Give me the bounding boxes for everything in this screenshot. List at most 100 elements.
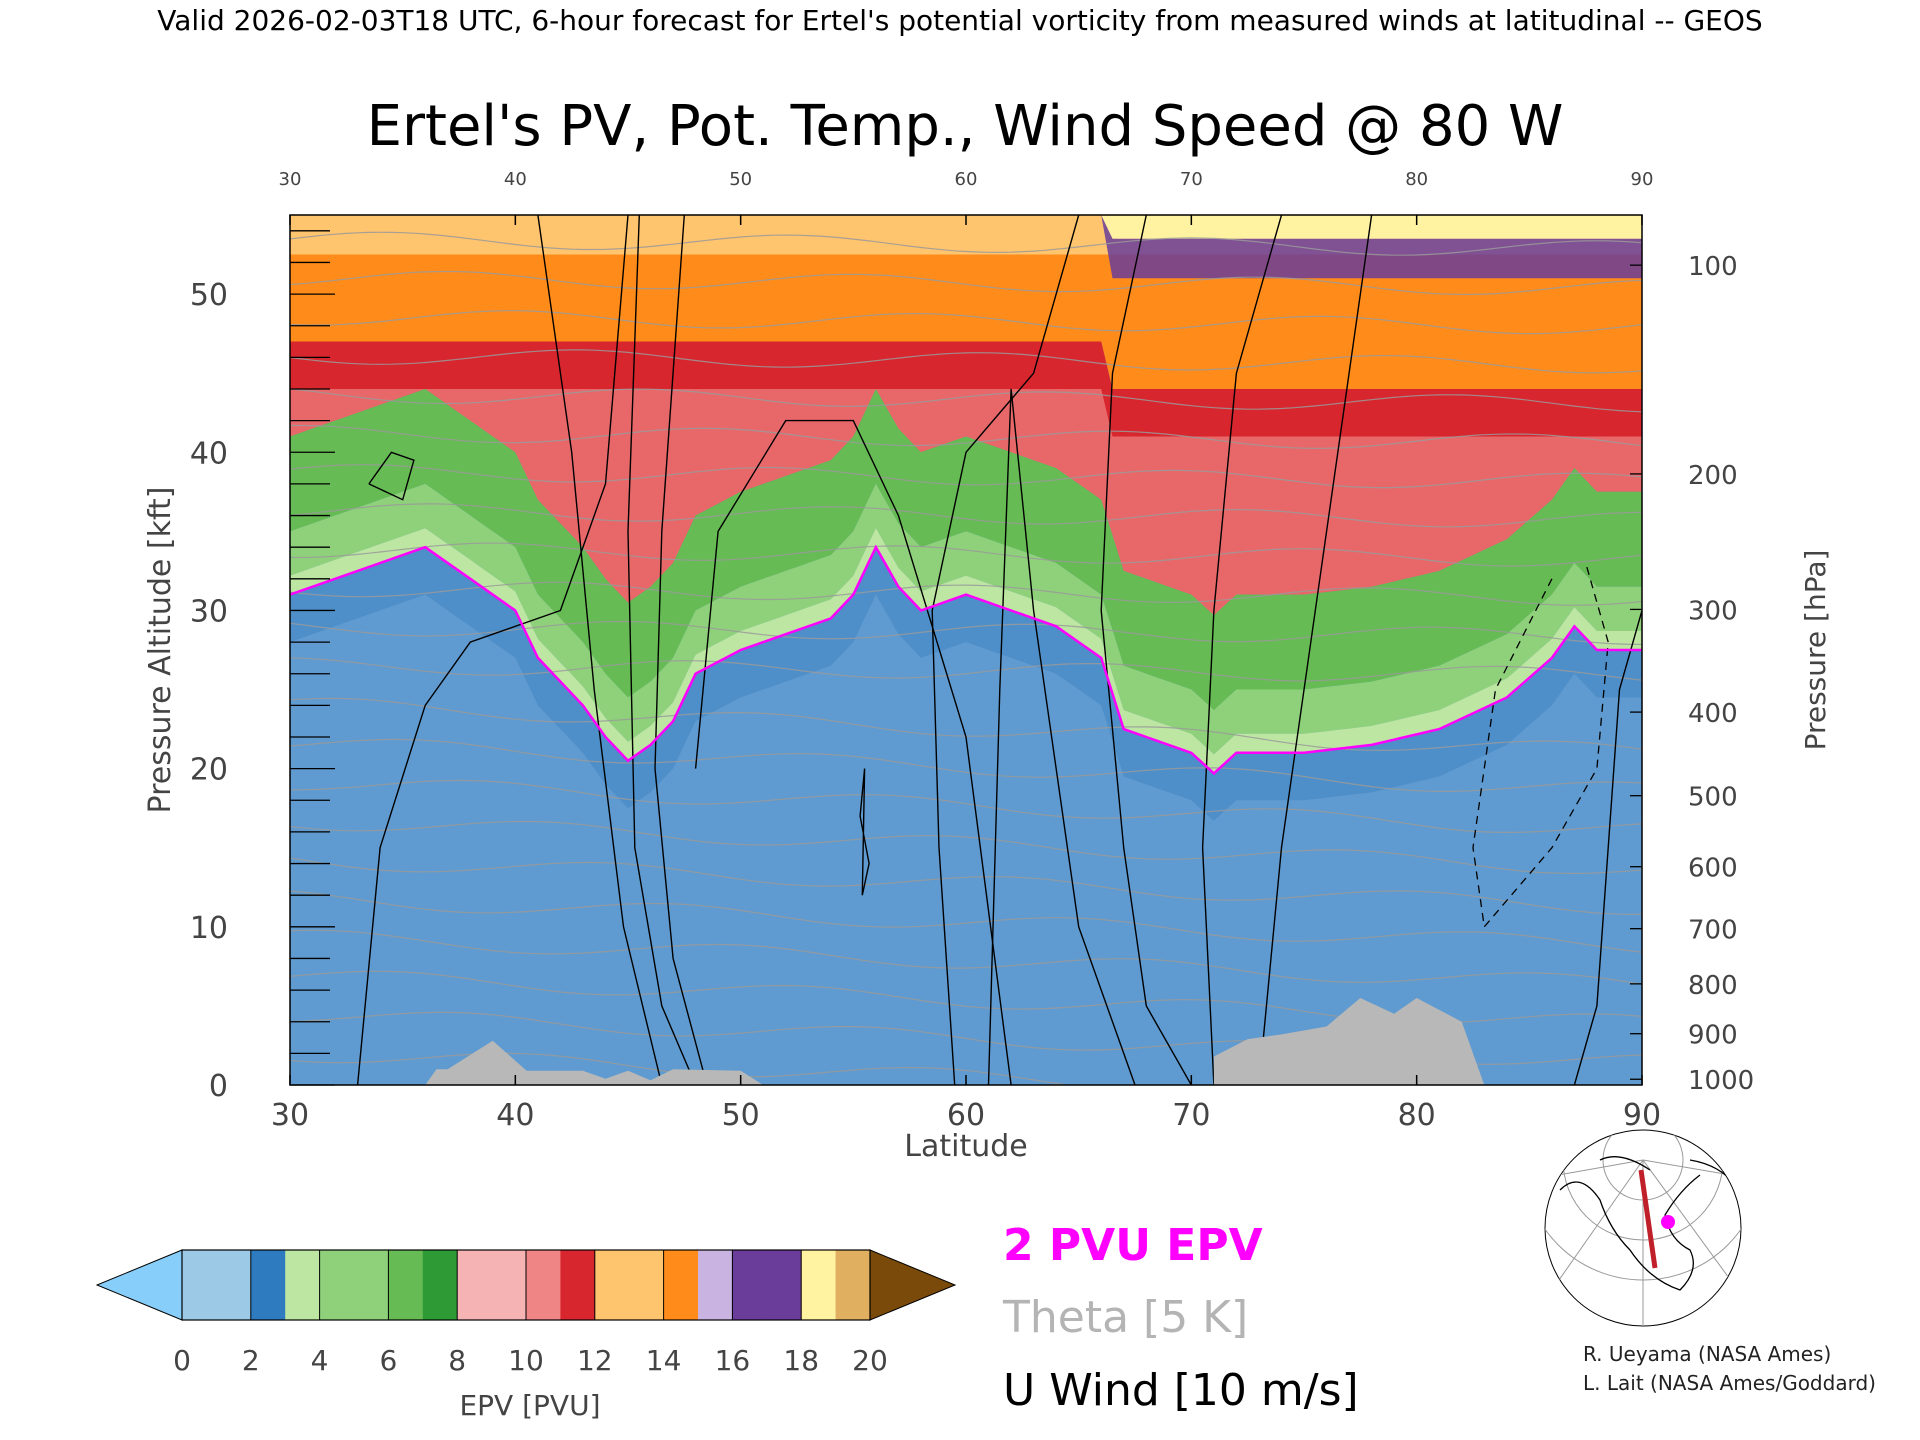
colorbar-swatch [766,1250,802,1320]
u-wind-line [368,451,415,501]
u-wind-line [1258,215,1373,1085]
theta-line [290,890,1642,953]
legend-epv: 2 PVU EPV [1003,1220,1263,1271]
x-tick-label-top: 50 [729,169,752,190]
theta-line [290,349,1642,374]
valid-line: Valid 2026-02-03T18 UTC, 6-hour forecast… [157,4,1762,37]
colorbar-swatch [594,1250,630,1320]
theta-line [290,779,1642,834]
colorbar-tick-label: 12 [577,1344,613,1377]
colorbar-swatch [698,1250,733,1320]
theta-line [290,820,1642,875]
colorbar-swatch [457,1250,493,1320]
colorbar-over-arrow [869,1249,957,1321]
colorbar-swatch [354,1250,389,1320]
colorbar-tick-label: 8 [448,1344,466,1377]
colorbar-tick-label: 6 [379,1344,397,1377]
u-wind-line [1201,215,1283,1085]
theta-line [290,464,1642,489]
theta-line [290,657,1642,682]
theta-line [290,231,1642,256]
y-tick-label-right: 200 [1688,461,1738,491]
colorbar-swatch [491,1250,527,1320]
u-wind-easterly-line [1472,562,1609,929]
theta-line [290,929,1642,985]
x-tick-label-top: 60 [955,169,978,190]
cross-section-line [1638,1169,1658,1269]
x-tick-label-top: 90 [1631,169,1654,190]
colorbar-tick-label: 10 [508,1344,544,1377]
x-tick-label-top: 30 [279,169,302,190]
layer-green [290,389,1642,711]
epv-layers [290,215,1642,1085]
colorbar-swatch [732,1250,768,1320]
u-wind-contours [356,215,1642,1085]
colorbar-frame [181,1249,871,1321]
layer-light-green [290,483,1642,755]
credit-line-2: L. Lait (NASA Ames/Goddard) [1583,1371,1876,1395]
theta-line [290,424,1642,450]
credit-line-1: R. Ueyama (NASA Ames) [1583,1342,1831,1366]
colorbar-swatch [285,1250,321,1320]
plot-area [290,215,1642,1085]
x-tick-label-top: 80 [1405,169,1428,190]
x-tick-label: 80 [1398,1098,1436,1133]
x-axis-label: Latitude [904,1129,1027,1164]
u-wind-line [987,388,1136,1085]
y-tick-label: 0 [209,1069,228,1104]
theta-line [290,310,1642,335]
colorbar-under-arrow [95,1249,183,1321]
y-tick-label-right: 600 [1688,854,1738,884]
colorbar-swatch [422,1250,458,1320]
y-tick-label-right: 400 [1688,699,1738,729]
colorbar-swatch [663,1250,699,1320]
tropopause-2pvu-line [290,544,1642,776]
colorbar-swatch [319,1250,355,1320]
surface-terrain [425,998,1485,1085]
colorbar: 0 2 4 6 8 10 12 14 16 18 20 [95,1249,957,1377]
location-marker [1661,1215,1675,1229]
theta-line [290,388,1642,413]
colorbar-swatch [801,1250,837,1320]
legend-theta: Theta [5 K] [1002,1292,1248,1343]
y-tick-label-right: 500 [1688,783,1738,813]
y-tick-label-right: 800 [1688,971,1738,1001]
y-tick-label-right: 300 [1688,596,1738,626]
y-tick-label: 30 [190,594,228,629]
y-tick-label: 10 [190,911,228,946]
y-tick-label: 20 [190,753,228,788]
y-tick-label-right: 900 [1688,1021,1738,1051]
x-tick-label: 40 [496,1098,534,1133]
axes: 3030404050506060707080809090010203040501… [190,169,1754,1133]
colorbar-swatch [835,1250,871,1320]
u-wind-line [627,215,697,1085]
colorbar-swatch [182,1250,217,1320]
theta-line [290,270,1642,295]
theta-line [290,738,1642,792]
theta-line [290,542,1642,567]
y-tick-label: 40 [190,436,228,471]
u-wind-line [356,215,629,1085]
u-wind-line [859,768,870,896]
layer-troposphere-light [290,594,1642,1085]
u-wind-line [1100,215,1192,1085]
x-tick-label-top: 40 [504,169,527,190]
u-wind-line [654,215,708,1085]
x-tick-label-top: 70 [1180,169,1203,190]
theta-line [290,620,1642,645]
x-tick-label: 70 [1172,1098,1210,1133]
colorbar-tick-label: 2 [242,1344,260,1377]
y-tick-label-right: 700 [1688,916,1738,946]
y-tick-label-right: 1000 [1688,1066,1754,1096]
legend-wind: U Wind [10 m/s] [1003,1365,1359,1416]
theta-line [290,581,1642,606]
colorbar-tick-label: 4 [311,1344,329,1377]
colorbar-swatch [629,1250,665,1320]
theta-line [290,857,1642,915]
x-tick-label: 30 [271,1098,309,1133]
colorbar-swatch [560,1250,596,1320]
u-wind-line [931,215,1080,1085]
colorbar-tick-label: 14 [646,1344,682,1377]
colorbar-swatch [216,1250,252,1320]
